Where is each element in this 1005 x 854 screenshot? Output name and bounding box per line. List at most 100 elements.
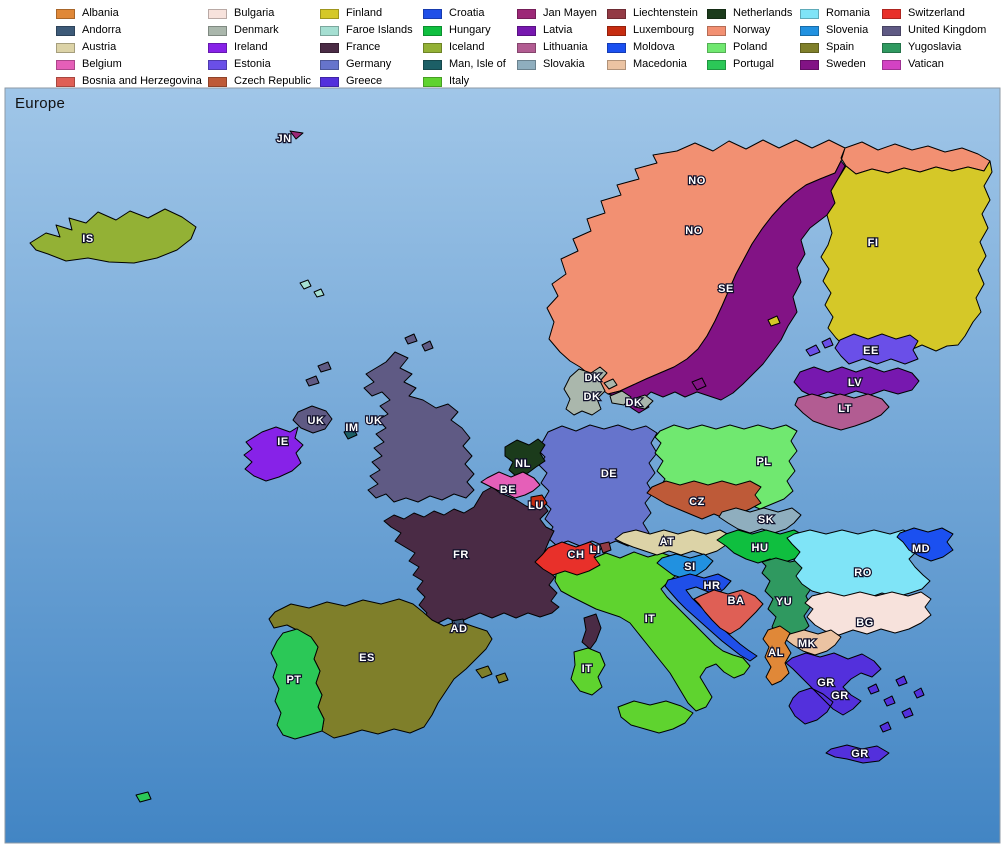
country-FI[interactable]: Finland [767,160,993,352]
legend-item-greece: Greece [320,76,413,87]
legend: Albania Andorra Austria Belgium Bosnia and H… [0,0,1005,88]
legend-item-macedonia: Macedonia [607,59,698,70]
legend-swatch [423,42,442,53]
country-label-LT: LT [838,403,852,415]
legend-item-andorra: Andorra [56,25,202,36]
legend-item-denmark: Denmark [208,25,311,36]
legend-column-7: Netherlands Norway Poland Portugal [707,8,792,70]
legend-item-sweden: Sweden [800,59,870,70]
country-label-HU: HU [752,542,769,554]
legend-item-germany: Germany [320,59,413,70]
country-label-IS: IS [82,233,93,245]
legend-label: Hungary [449,24,491,36]
country-label-DE: DE [601,468,617,480]
legend-label: Belgium [82,58,122,70]
country-SK[interactable]: Slovakia [718,507,802,534]
legend-swatch [517,59,536,70]
legend-label: Bulgaria [234,7,275,19]
country-IM[interactable]: Man, Isle of [343,427,358,440]
country-LV[interactable]: Latvia [793,366,920,398]
legend-swatch [56,8,75,19]
country-IS[interactable]: Iceland [29,208,197,264]
country-label-FR: FR [453,549,469,561]
legend-label: Netherlands [733,7,793,19]
legend-column-9: Switzerland United Kingdom Yugoslavia Vatic… [882,8,986,70]
legend-label: Faroe Islands [346,24,413,36]
legend-label: Vatican [908,58,944,70]
country-PT[interactable]: Portugal [135,628,325,803]
legend-item-finland: Finland [320,8,413,19]
legend-item-hungary: Hungary [423,25,506,36]
country-DE[interactable]: Germany [536,424,658,547]
country-GR[interactable]: Greece [785,652,925,764]
legend-label: Ireland [234,41,268,53]
country-SI[interactable]: Slovenia [656,553,714,580]
country-MD[interactable]: Moldova [896,527,954,562]
legend-swatch [517,25,536,36]
country-label-AT: AT [660,536,675,548]
country-label-MD: MD [912,543,930,555]
country-label-IM: IM [345,422,358,434]
country-AD[interactable]: Andorra [451,618,466,630]
country-EE[interactable]: Estonia [805,333,919,365]
country-MK[interactable]: Macedonia [784,629,842,656]
country-LT[interactable]: Lithuania [794,393,890,431]
country-SE[interactable]: Sweden [607,160,846,414]
legend-label: Norway [733,24,771,36]
country-label-BA: BA [728,595,745,607]
legend-item-moldova: Moldova [607,42,698,53]
country-label-LU: LU [528,500,544,512]
legend-swatch [882,59,901,70]
legend-label: Denmark [234,24,279,36]
legend-swatch [423,59,442,70]
country-BE[interactable]: Belgium [480,471,541,499]
country-NL[interactable]: Netherlands [504,438,546,478]
country-DK[interactable]: Denmark [563,366,654,416]
country-label-PT: PT [286,674,301,686]
country-BA[interactable]: Bosnia and Herzegovina [693,589,764,635]
legend-swatch [56,42,75,53]
country-label-DK: DK [585,372,602,384]
legend-column-1: Albania Andorra Austria Belgium Bosnia and H… [56,8,202,87]
legend-label: Jan Mayen [543,7,597,19]
country-LI[interactable]: Liechtenstein [599,541,612,554]
legend-item-faroe-islands: Faroe Islands [320,25,413,36]
country-label-AD: AD [451,623,468,635]
legend-label: Liechtenstein [633,7,698,19]
country-JN[interactable]: Jan Mayen [289,130,304,140]
country-label-NO: NO [688,175,706,187]
legend-swatch [56,59,75,70]
legend-label: Man, Isle of [449,58,506,70]
legend-label: Greece [346,75,383,87]
legend-label: Macedonia [633,58,687,70]
country-AL[interactable]: Albania [762,625,792,686]
country-UK[interactable]: United Kingdom [292,333,475,503]
country-CH[interactable]: Switzerland [534,541,602,576]
legend-swatch [882,8,901,19]
country-label-SI: SI [684,561,695,573]
legend-swatch [208,8,227,19]
legend-label: Andorra [82,24,122,36]
country-BG[interactable]: Bulgaria [804,591,932,636]
country-ES[interactable]: Spain [268,598,509,739]
country-IE[interactable]: Ireland [243,426,304,482]
legend-swatch [517,42,536,53]
legend-label: Czech Republic [234,75,312,87]
country-label-AL: AL [768,647,784,659]
legend-swatch [707,25,726,36]
country-RO[interactable]: Romania [786,529,931,600]
legend-item-vatican: Vatican [882,59,986,70]
legend-swatch [607,25,626,36]
legend-item-norway: Norway [707,25,792,36]
country-label-GR: GR [831,690,849,702]
legend-swatch [320,25,339,36]
legend-item-yugoslavia: Yugoslavia [882,42,986,53]
legend-swatch [320,42,339,53]
country-LU[interactable]: Luxembourg [530,494,548,511]
legend-item-estonia: Estonia [208,59,311,70]
legend-label: Sweden [826,58,866,70]
country-FO[interactable]: Faroe Islands [299,279,325,298]
legend-item-czech-republic: Czech Republic [208,76,311,87]
country-label-MK: MK [798,638,816,650]
country-label-RO: RO [854,567,872,579]
